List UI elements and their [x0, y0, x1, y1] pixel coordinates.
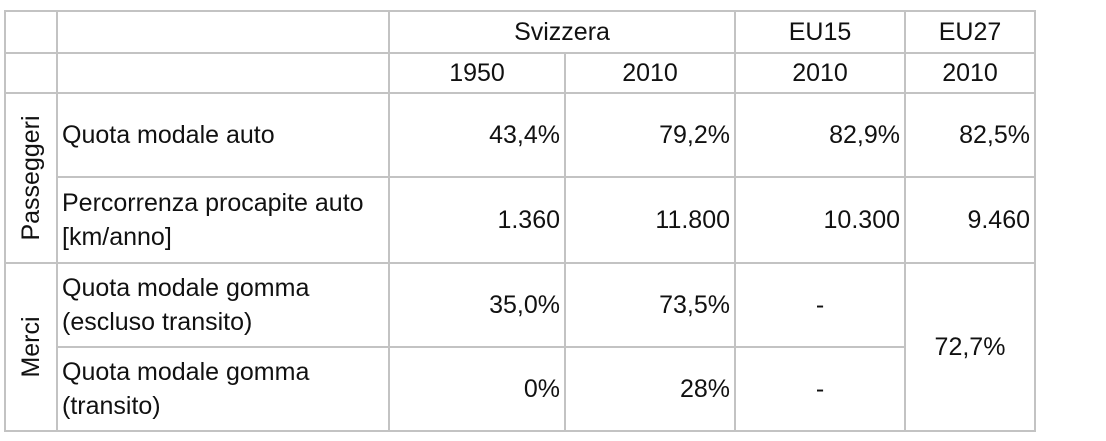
- cell-2010: 28%: [564, 346, 736, 432]
- row-label: Quota modale gomma (escluso transito): [56, 262, 390, 348]
- row-label: Quota modale auto: [56, 92, 390, 178]
- label-header-cell-2: [56, 52, 390, 94]
- corner-cell-2: [4, 52, 58, 94]
- corner-cell: [4, 10, 58, 54]
- group-label-passeggeri: Passeggeri: [17, 115, 45, 241]
- table-row: Quota modale gomma (transito) 0% 28% -: [5, 346, 1035, 432]
- header-eu15: EU15: [734, 10, 906, 54]
- cell-2010: 79,2%: [564, 92, 736, 178]
- cell-2010: 11.800: [564, 176, 736, 264]
- cell-eu27: 9.460: [904, 176, 1036, 264]
- table-row: Merci Quota modale gomma (escluso transi…: [4, 262, 1036, 432]
- group-cell-passeggeri: Passeggeri: [4, 92, 58, 264]
- row-label: Percorrenza procapite auto [km/anno]: [56, 176, 390, 264]
- group-label-merci: Merci: [17, 316, 45, 378]
- header-svizzera: Svizzera: [388, 10, 736, 54]
- header-row-years: 1950 2010 2010 2010: [4, 52, 1036, 94]
- table-row: Percorrenza procapite auto [km/anno] 1.3…: [5, 176, 1036, 264]
- cell-eu15: 10.300: [734, 176, 906, 264]
- row-label: Quota modale gomma (transito): [56, 346, 390, 432]
- cell-eu27-merci: 72,7%: [904, 262, 1036, 432]
- header-eu27: EU27: [904, 10, 1036, 54]
- year-eu15-2010: 2010: [734, 52, 906, 94]
- table-row: Passeggeri Quota modale auto 43,4% 79,2%…: [4, 92, 1036, 264]
- cell-1950: 0%: [388, 346, 566, 432]
- cell-eu15: -: [734, 262, 906, 348]
- cell-2010: 73,5%: [564, 262, 736, 348]
- cell-1950: 1.360: [388, 176, 566, 264]
- cell-1950: 43,4%: [388, 92, 566, 178]
- cell-eu15: 82,9%: [734, 92, 906, 178]
- cell-eu15: -: [734, 346, 906, 432]
- year-svizzera-2010: 2010: [564, 52, 736, 94]
- data-table: Svizzera EU15 EU27 1950 2010 2010 2010 P…: [4, 10, 1036, 432]
- header-row-groups: Svizzera EU15 EU27: [4, 10, 1036, 54]
- year-svizzera-1950: 1950: [388, 52, 566, 94]
- label-header-cell: [56, 10, 390, 54]
- cell-eu27: 82,5%: [904, 92, 1036, 178]
- year-eu27-2010: 2010: [904, 52, 1036, 94]
- group-cell-merci: Merci: [4, 262, 58, 432]
- cell-1950: 35,0%: [388, 262, 566, 348]
